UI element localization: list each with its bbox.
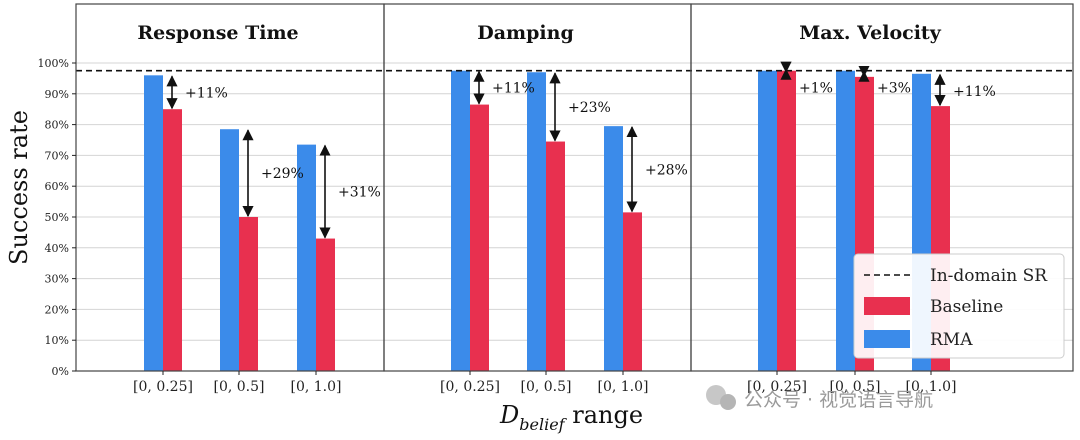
x-tick-label: [0, 0.25] xyxy=(133,379,193,395)
y-tick-label: 20% xyxy=(45,303,69,316)
legend-swatch-rma xyxy=(864,330,910,348)
bar-rma-3-2 xyxy=(836,70,855,371)
bar-baseline-1-3 xyxy=(316,238,335,371)
difference-label: +3% xyxy=(877,81,911,97)
bar-rma-1-3 xyxy=(297,144,316,371)
bar-baseline-2-3 xyxy=(623,212,642,371)
difference-label: +11% xyxy=(185,85,228,101)
bar-rma-3-1 xyxy=(758,70,777,371)
y-tick-label: 90% xyxy=(45,88,69,101)
y-tick-label: 50% xyxy=(45,211,69,224)
x-axis-label-subscript: belief xyxy=(519,415,567,434)
panel-title: Max. Velocity xyxy=(799,22,941,44)
y-tick-label: 80% xyxy=(45,119,69,132)
difference-label: +28% xyxy=(645,162,688,178)
chart-labels: 0% 10% 20% 30% 40% 50% 60% 70% 80% 90% 100% +11% [0,… xyxy=(5,22,996,434)
bar-rma-2-3 xyxy=(604,126,623,371)
bar-baseline-1-1 xyxy=(163,109,182,371)
bar-baseline-2-2 xyxy=(546,141,565,371)
difference-arrows xyxy=(166,61,946,239)
difference-label: +23% xyxy=(568,100,611,116)
difference-label: +11% xyxy=(492,81,535,97)
panel-title: Damping xyxy=(477,22,574,44)
legend-swatch-baseline xyxy=(864,297,910,315)
x-axis-label-main: D xyxy=(499,401,519,429)
difference-label: +29% xyxy=(261,166,304,182)
legend-label: RMA xyxy=(930,330,973,350)
bar-rma-2-1 xyxy=(451,70,470,371)
watermark-text: 公众号 · 视觉语言导航 xyxy=(744,389,933,411)
x-tick-label: [0, 0.5] xyxy=(830,379,881,395)
panel-title: Response Time xyxy=(137,22,298,44)
watermark: 公众号 · 视觉语言导航 xyxy=(706,385,933,411)
x-tick-label: [0, 0.25] xyxy=(747,379,807,395)
bar-rma-2-2 xyxy=(527,72,546,372)
x-tick-label: [0, 0.5] xyxy=(214,379,265,395)
x-tick-label: [0, 1.0] xyxy=(906,379,957,395)
panel-frames xyxy=(75,3,1074,372)
y-tick-label: 10% xyxy=(45,334,69,347)
x-tick-label: [0, 0.25] xyxy=(440,379,500,395)
y-tick-label: 60% xyxy=(45,180,69,193)
x-axis-label: Dbelief range xyxy=(499,401,643,434)
y-tick-label: 30% xyxy=(45,273,69,286)
bar-rma-1-1 xyxy=(144,75,163,371)
x-axis-label-suffix: range xyxy=(565,401,643,429)
bar-baseline-2-1 xyxy=(470,104,489,371)
bar-baseline-3-1 xyxy=(777,70,796,371)
y-tick-label: 0% xyxy=(52,365,69,378)
x-tick-label: [0, 0.5] xyxy=(521,379,572,395)
difference-label: +11% xyxy=(953,84,996,100)
legend: In-domain SR Baseline RMA xyxy=(853,253,1065,359)
wechat-icon-bubble xyxy=(720,394,736,410)
difference-label: +1% xyxy=(799,81,833,97)
y-tick-label: 100% xyxy=(38,57,69,70)
legend-label: Baseline xyxy=(930,297,1003,317)
bar-baseline-1-2 xyxy=(239,217,258,371)
y-tick-label: 40% xyxy=(45,242,69,255)
difference-label: +31% xyxy=(338,185,381,201)
x-tick-label: [0, 1.0] xyxy=(598,379,649,395)
x-tick-label: [0, 1.0] xyxy=(291,379,342,395)
panel-frame-3 xyxy=(690,3,1074,372)
y-axis-label: Success rate xyxy=(5,110,33,265)
bar-rma-1-2 xyxy=(220,129,239,371)
y-tick-label: 70% xyxy=(45,149,69,162)
legend-label: In-domain SR xyxy=(930,266,1048,286)
bars xyxy=(144,70,950,372)
